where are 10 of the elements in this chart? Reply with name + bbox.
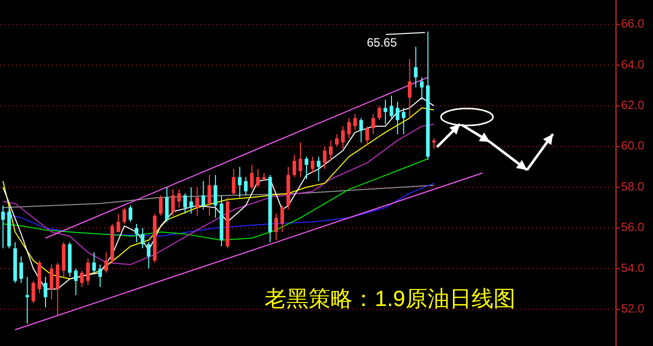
ytick: 52.0 xyxy=(621,302,644,316)
ytick: 54.0 xyxy=(621,260,644,275)
ytick: 62.0 xyxy=(621,98,644,112)
annotation: 老黑策略：1.9原油日线图 xyxy=(264,286,516,311)
ytick: 64.0 xyxy=(621,57,644,72)
ytick: 56.0 xyxy=(621,220,644,234)
ytick: 66.0 xyxy=(621,16,644,31)
ytick: 58.0 xyxy=(621,179,644,194)
ytick: 60.0 xyxy=(621,138,644,153)
annotation: 65.65 xyxy=(366,36,397,50)
